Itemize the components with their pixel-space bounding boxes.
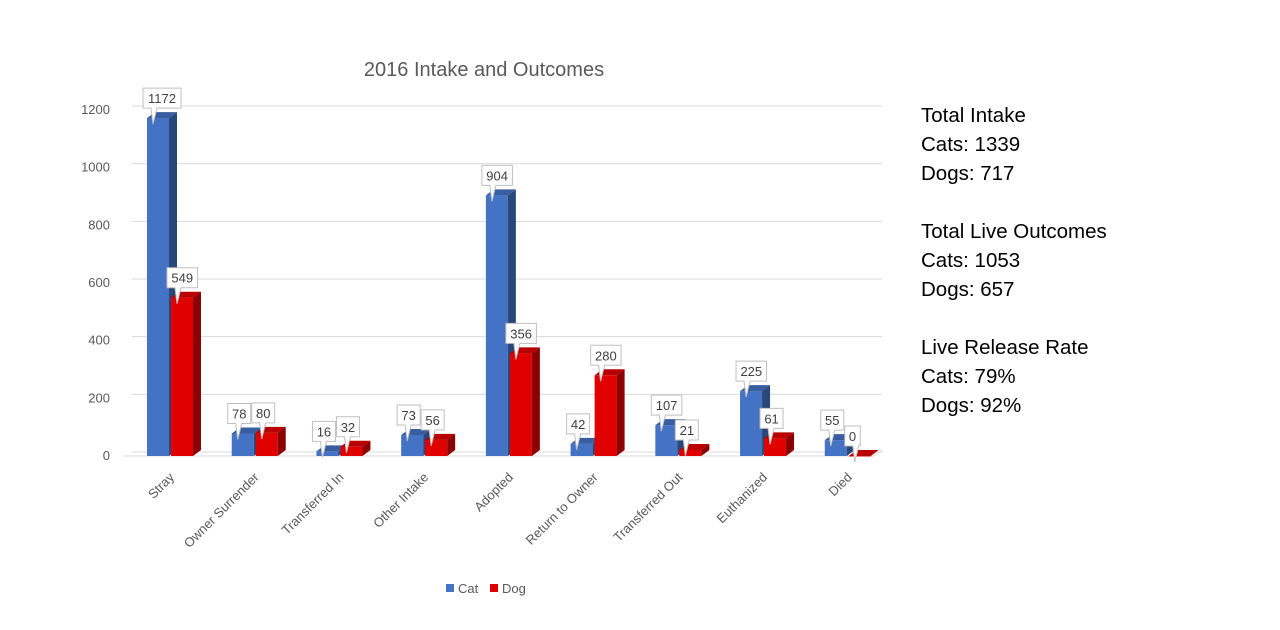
x-tick-label: Stray — [145, 469, 177, 501]
svg-text:55: 55 — [825, 413, 839, 428]
legend: Cat Dog — [446, 581, 526, 596]
y-tick-label: 0 — [103, 448, 110, 463]
stats-heading: Total Intake — [921, 104, 1026, 127]
svg-text:107: 107 — [656, 398, 678, 413]
data-label: 55 — [820, 409, 845, 447]
data-label: 32 — [335, 416, 360, 453]
x-tick-label: Owner Surrender — [181, 469, 263, 551]
x-axis-ticks: Stray Owner Surrender Transferred In Other … — [145, 469, 855, 551]
svg-text:0: 0 — [849, 429, 856, 444]
data-label: 61 — [759, 407, 784, 445]
y-tick-label: 200 — [88, 390, 110, 405]
stats-heading: Live Release Rate — [921, 336, 1089, 359]
data-label: 0 — [844, 425, 861, 463]
svg-text:32: 32 — [341, 420, 355, 435]
data-label: 225 — [735, 360, 768, 398]
svg-text:61: 61 — [764, 411, 778, 426]
svg-text:42: 42 — [571, 417, 585, 432]
legend-item-dog: Dog — [490, 581, 526, 596]
legend-item-cat: Cat — [446, 581, 479, 596]
svg-text:Cat: Cat — [458, 581, 479, 596]
stats-cats-value: Cats: 1339 — [921, 133, 1021, 156]
data-label: 78 — [227, 403, 252, 440]
y-tick-label: 400 — [88, 333, 110, 348]
stats-dogs-value: Dogs: 657 — [921, 278, 1015, 301]
stats-dogs-value: Dogs: 92% — [921, 394, 1022, 417]
svg-text:1172: 1172 — [148, 91, 176, 106]
svg-text:21: 21 — [680, 423, 694, 438]
bar-dog — [171, 291, 201, 456]
y-axis-ticks: 0 200 400 600 800 1000 1200 — [81, 102, 110, 463]
data-label: 1172 — [142, 87, 182, 125]
svg-text:56: 56 — [425, 413, 439, 428]
data-label: 80 — [251, 402, 276, 440]
stats-cats-value: Cats: 79% — [921, 365, 1016, 388]
data-label: 280 — [590, 344, 622, 382]
stats-group-total-intake: Total Intake Cats: 1339 Dogs: 717 — [921, 101, 1241, 188]
svg-text:Dog: Dog — [502, 581, 526, 596]
svg-text:16: 16 — [317, 424, 331, 439]
data-label: 16 — [311, 420, 336, 458]
bar-dog — [594, 369, 625, 456]
svg-text:904: 904 — [486, 168, 508, 183]
x-tick-label: Return to Owner — [523, 469, 602, 548]
bar-dog — [255, 426, 286, 456]
stats-dogs-value: Dogs: 717 — [921, 162, 1015, 185]
data-label: 549 — [166, 267, 198, 304]
svg-text:225: 225 — [740, 364, 762, 379]
x-tick-label: Adopted — [471, 470, 516, 515]
x-tick-label: Transferred In — [279, 470, 347, 538]
data-label: 107 — [650, 394, 683, 432]
data-label: 42 — [566, 413, 591, 451]
y-tick-label: 1200 — [81, 102, 110, 117]
svg-text:73: 73 — [401, 408, 415, 423]
data-label: 21 — [674, 419, 699, 457]
x-tick-label: Other Intake — [370, 470, 431, 531]
data-label: 356 — [505, 322, 537, 360]
svg-text:549: 549 — [171, 271, 193, 286]
data-label: 73 — [396, 404, 421, 442]
floor-edge — [873, 449, 883, 457]
data-label: 904 — [481, 164, 513, 202]
stats-group-live-release-rate: Live Release Rate Cats: 79% Dogs: 92% — [921, 333, 1241, 420]
y-tick-label: 600 — [88, 275, 110, 290]
y-tick-label: 1000 — [81, 160, 110, 175]
y-tick-label: 800 — [88, 217, 110, 232]
data-label: 56 — [420, 409, 445, 446]
svg-text:356: 356 — [510, 326, 532, 341]
stats-heading: Total Live Outcomes — [921, 220, 1107, 243]
svg-text:78: 78 — [232, 407, 246, 422]
stats-group-total-live-outcomes: Total Live Outcomes Cats: 1053 Dogs: 657 — [921, 217, 1241, 304]
x-tick-label: Transferred Out — [610, 469, 685, 544]
chart-title: 2016 Intake and Outcomes — [364, 59, 604, 81]
bar-dog — [509, 347, 540, 456]
x-tick-label: Euthanized — [714, 470, 771, 527]
svg-text:80: 80 — [256, 406, 270, 421]
stats-cats-value: Cats: 1053 — [921, 249, 1021, 272]
stats-panel: Total Intake Cats: 1339 Dogs: 717 Total … — [921, 101, 1241, 449]
svg-text:280: 280 — [595, 348, 617, 363]
x-tick-label: Died — [825, 470, 855, 500]
